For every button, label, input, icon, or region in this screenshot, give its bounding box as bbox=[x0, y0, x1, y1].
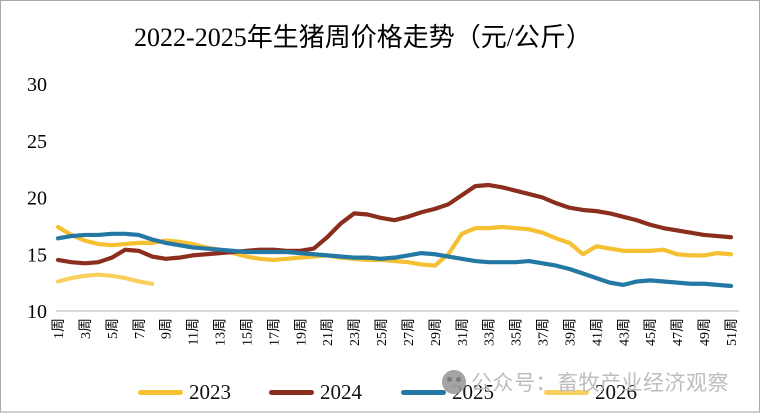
x-axis-tick-label: 31周 bbox=[456, 318, 471, 346]
series-line-2025 bbox=[55, 231, 734, 289]
x-axis-tick-label: 37周 bbox=[537, 318, 552, 346]
legend-label-2026: 2026 bbox=[595, 380, 637, 404]
x-axis-tick-label: 29周 bbox=[429, 318, 444, 346]
x-axis-tick-label: 21周 bbox=[321, 318, 336, 346]
x-axis-tick-label: 43周 bbox=[617, 318, 632, 346]
series-line-2026 bbox=[55, 272, 155, 286]
x-axis-tick-label: 39周 bbox=[563, 318, 578, 346]
x-axis-tick-label: 19周 bbox=[294, 318, 309, 346]
x-axis-tick-label: 3周 bbox=[79, 318, 94, 339]
x-axis-tick-label: 5周 bbox=[106, 318, 121, 339]
legend-swatch-2024 bbox=[269, 389, 314, 395]
x-axis-tick-label: 47周 bbox=[671, 318, 686, 346]
x-axis-tick-label: 13周 bbox=[214, 318, 229, 346]
x-axis-tick-label: 7周 bbox=[133, 318, 148, 339]
x-axis-tick-label: 27周 bbox=[402, 318, 417, 346]
legend-item-2026: 2026 bbox=[544, 379, 637, 405]
legend-swatch-2025 bbox=[401, 389, 446, 395]
y-axis-tick-label: 20 bbox=[27, 188, 47, 210]
legend-swatch-2023 bbox=[138, 389, 183, 395]
x-axis-tick-label: 25周 bbox=[375, 318, 390, 346]
legend-label-2023: 2023 bbox=[189, 380, 231, 404]
x-axis-tick-label: 49周 bbox=[698, 318, 713, 346]
y-axis-tick-label: 25 bbox=[27, 131, 47, 153]
x-axis-tick-label: 1周 bbox=[52, 318, 67, 339]
x-axis-tick-label: 15周 bbox=[240, 318, 255, 346]
chart-title: 2022-2025年生猪周价格走势（元/公斤） bbox=[134, 23, 592, 52]
y-axis-tick-label: 15 bbox=[27, 244, 47, 266]
x-axis-tick-label: 35周 bbox=[510, 318, 525, 346]
x-axis-tick-label: 45周 bbox=[644, 318, 659, 346]
x-axis-tick-label: 23周 bbox=[348, 318, 363, 346]
x-axis-tick-label: 17周 bbox=[267, 318, 282, 346]
legend-item-2024: 2024 bbox=[269, 379, 362, 405]
series-line-2023 bbox=[55, 224, 734, 268]
watermark-text: 公众号：畜牧产业经济观察 bbox=[471, 371, 729, 395]
x-axis-tick-label: 33周 bbox=[483, 318, 498, 346]
watermark-logo-icon bbox=[442, 370, 466, 394]
x-axis-tick-label: 51周 bbox=[725, 318, 740, 346]
legend-item-2023: 2023 bbox=[138, 379, 231, 405]
x-axis-tick-label: 11周 bbox=[187, 318, 202, 345]
x-axis-tick-label: 41周 bbox=[590, 318, 605, 346]
series-line-2024 bbox=[55, 182, 734, 266]
y-axis-tick-label: 30 bbox=[27, 74, 47, 96]
x-axis-tick-label: 9周 bbox=[160, 318, 175, 339]
watermark: 公众号：畜牧产业经济观察 bbox=[442, 367, 729, 397]
legend-label-2024: 2024 bbox=[320, 380, 362, 404]
y-axis-tick-label: 10 bbox=[27, 301, 47, 323]
legend-swatch-2026 bbox=[544, 389, 589, 395]
